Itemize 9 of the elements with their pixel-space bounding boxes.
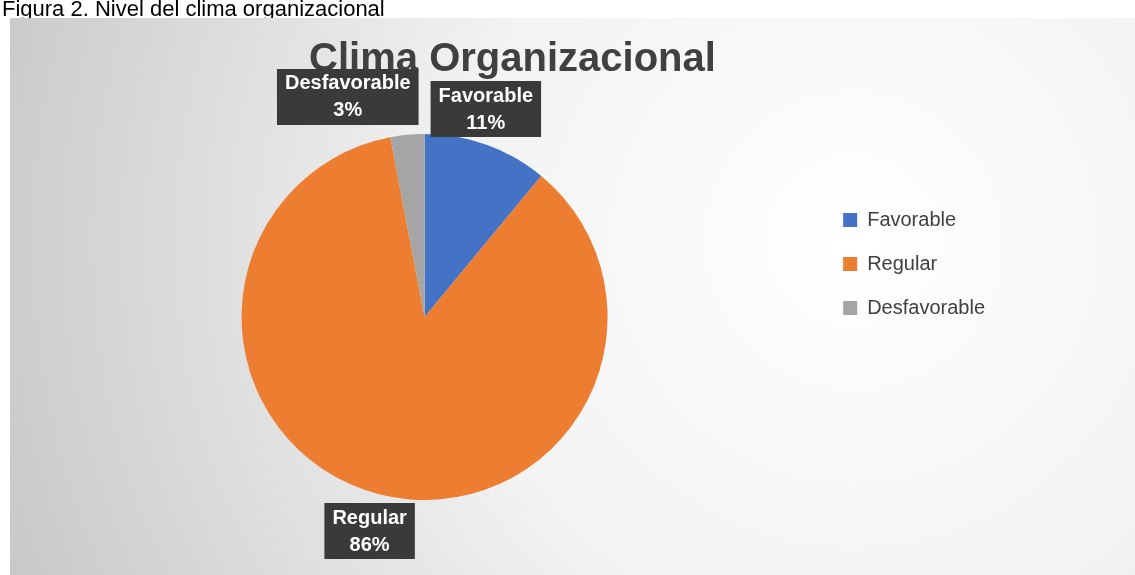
slice-label: Regular bbox=[332, 505, 408, 528]
data-label: 3% bbox=[333, 98, 363, 121]
legend-label: Favorable bbox=[867, 207, 957, 230]
legend-label: Regular bbox=[867, 251, 938, 274]
slice-label: Favorable bbox=[438, 83, 534, 106]
legend-label: Desfavorable bbox=[867, 295, 985, 318]
data-label: 86% bbox=[349, 532, 390, 555]
data-label: 11% bbox=[466, 110, 506, 133]
text: Figura 2. Nivel del clima organizacional bbox=[1, 0, 386, 21]
